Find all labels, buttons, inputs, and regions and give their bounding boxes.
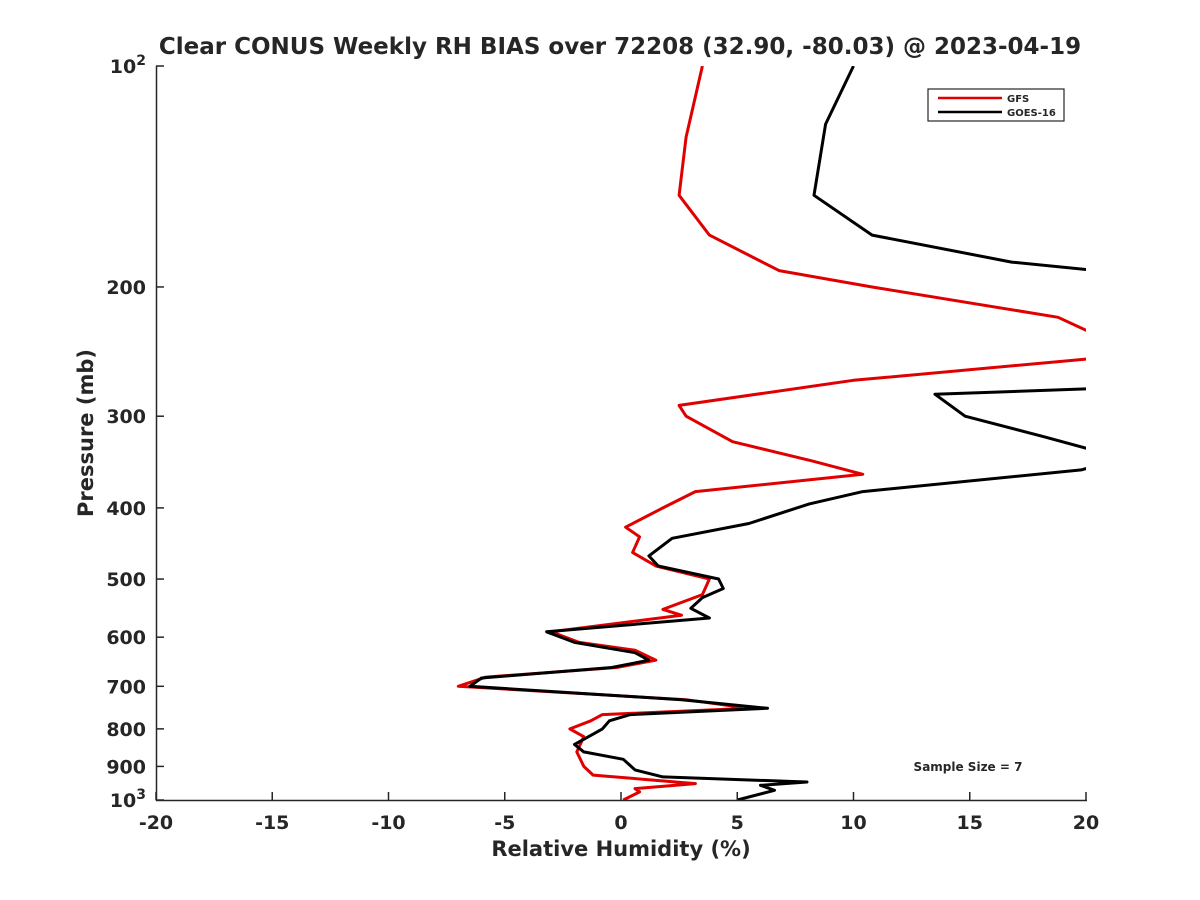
x-tick-label: -20 — [139, 812, 173, 834]
chart-title: Clear CONUS Weekly RH BIAS over 72208 (3… — [159, 34, 1081, 60]
y-tick-label: 600 — [106, 627, 146, 649]
legend-label-gfs: GFS — [1007, 94, 1029, 105]
x-axis-label: Relative Humidity (%) — [491, 837, 750, 861]
series-layer — [456, 66, 1086, 800]
legend-box — [927, 88, 1065, 122]
x-tick-label: -15 — [255, 812, 289, 834]
x-tick-label: 20 — [1073, 812, 1099, 834]
y-tick-label: 500 — [106, 569, 146, 591]
x-tick-label: 5 — [731, 812, 744, 834]
y-tick-label: 700 — [106, 676, 146, 698]
y-tick-label: 102 — [110, 53, 146, 78]
plot-area-frame — [157, 67, 1087, 801]
y-tick-label: 800 — [106, 719, 146, 741]
series-line-goes-16 — [468, 66, 1086, 800]
legend: GFS GOES-16 — [927, 88, 1065, 122]
legend-label-goes-16: GOES-16 — [1007, 108, 1056, 119]
x-tick-label: 15 — [957, 812, 983, 834]
x-tick-label: -10 — [371, 812, 405, 834]
x-tick-label: 10 — [840, 812, 866, 834]
y-tick-label: 900 — [106, 756, 146, 778]
series-line-gfs — [456, 66, 1086, 800]
y-tick-label: 300 — [106, 406, 146, 428]
y-axis-ticks: 102 200 300 400 500 600 700 800 900 103 — [106, 53, 164, 812]
y-tick-label: 400 — [106, 498, 146, 520]
x-tick-label: 0 — [614, 812, 627, 834]
y-axis-label: Pressure (mb) — [74, 349, 98, 517]
y-tick-label: 103 — [110, 787, 146, 812]
x-axis-ticks: -20 -15 -10 -5 0 5 10 15 20 — [139, 792, 1099, 834]
y-tick-label: 200 — [106, 277, 146, 299]
x-tick-label: -5 — [494, 812, 515, 834]
sample-size-annotation: Sample Size = 7 — [914, 760, 1023, 774]
